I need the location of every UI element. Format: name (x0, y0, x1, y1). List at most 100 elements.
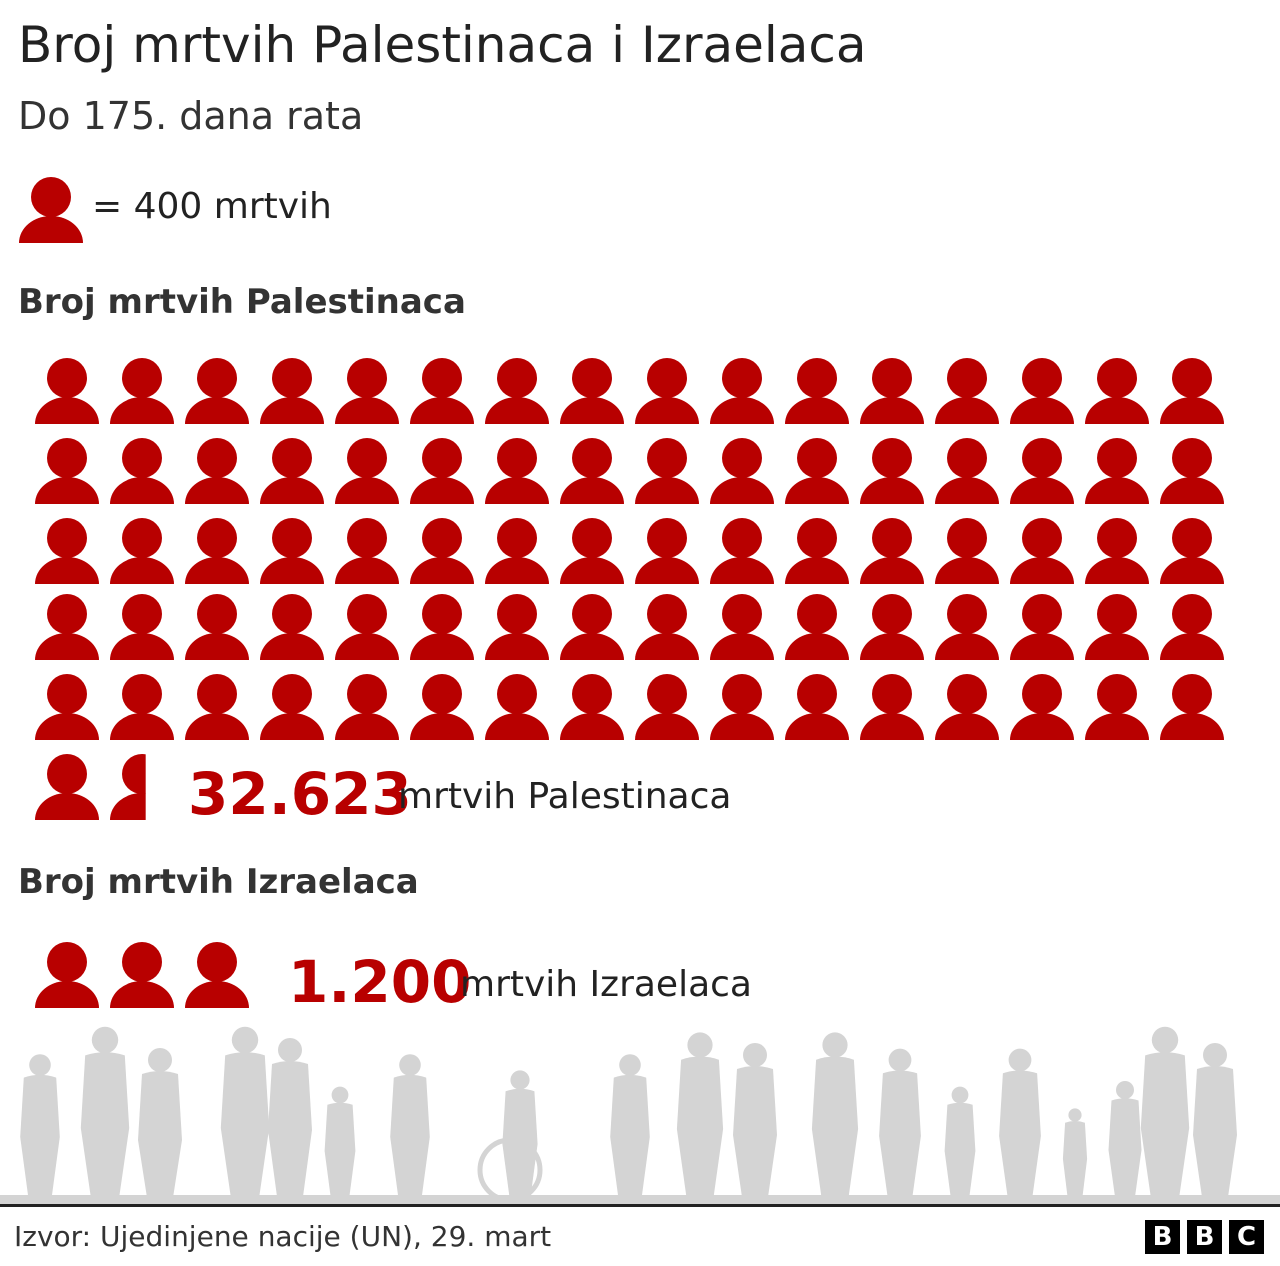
palestinian-person-icon (335, 594, 399, 660)
palestinian-person-icon (335, 674, 399, 740)
palestinian-person-icon (785, 358, 849, 424)
palestinian-person-icon (1085, 438, 1149, 504)
palestinian-person-icon (710, 518, 774, 584)
palestinian-person-icon (560, 438, 624, 504)
palestinian-person-icon (35, 754, 99, 820)
palestinian-person-icon (110, 358, 174, 424)
palestinian-person-icon (860, 674, 924, 740)
palestinians-label: mrtvih Palestinaca (398, 776, 732, 817)
palestinian-person-icon (485, 674, 549, 740)
legend-text: = 400 mrtvih (92, 186, 332, 227)
bbc-logo-letter: B (1145, 1220, 1180, 1254)
palestinian-person-icon (410, 358, 474, 424)
palestinian-person-icon (185, 518, 249, 584)
crowd-silhouette-illustration (0, 1026, 1280, 1204)
palestinian-person-icon (710, 594, 774, 660)
palestinian-person-icon (335, 438, 399, 504)
palestinian-person-icon (1160, 594, 1224, 660)
palestinian-person-icon (110, 594, 174, 660)
palestinian-person-icon (185, 674, 249, 740)
palestinian-person-icon (410, 674, 474, 740)
palestinian-person-icon (785, 518, 849, 584)
israelis-heading: Broj mrtvih Izraelaca (18, 862, 419, 902)
palestinian-person-icon (260, 438, 324, 504)
palestinian-person-icon (860, 594, 924, 660)
palestinian-person-icon (860, 518, 924, 584)
palestinian-person-icon (560, 518, 624, 584)
palestinian-person-icon (110, 754, 146, 820)
palestinian-person-icon (185, 438, 249, 504)
palestinian-person-icon (935, 518, 999, 584)
palestinian-person-icon (260, 674, 324, 740)
palestinian-person-icon (560, 358, 624, 424)
palestinian-person-icon (185, 594, 249, 660)
palestinian-person-icon (785, 594, 849, 660)
palestinian-person-icon (260, 594, 324, 660)
palestinian-person-icon (110, 518, 174, 584)
palestinian-person-icon (1085, 358, 1149, 424)
palestinian-person-icon (935, 438, 999, 504)
palestinian-person-icon (1010, 358, 1074, 424)
palestinian-person-icon (560, 674, 624, 740)
source-text: Izvor: Ujedinjene nacije (UN), 29. mart (14, 1220, 552, 1253)
palestinian-person-icon (410, 438, 474, 504)
palestinian-person-icon (485, 594, 549, 660)
palestinian-person-icon (635, 438, 699, 504)
palestinian-person-icon (35, 438, 99, 504)
israeli-person-icon (110, 942, 174, 1008)
palestinian-person-icon (1160, 674, 1224, 740)
palestinian-person-icon (935, 358, 999, 424)
palestinian-person-icon (635, 518, 699, 584)
palestinian-person-icon (35, 358, 99, 424)
palestinian-person-icon (1010, 518, 1074, 584)
bbc-logo-letter: B (1187, 1220, 1222, 1254)
palestinian-person-icon (1085, 674, 1149, 740)
bbc-logo-letter: C (1229, 1220, 1264, 1254)
palestinian-person-icon (1010, 674, 1074, 740)
palestinian-person-icon (560, 594, 624, 660)
palestinian-person-icon (635, 358, 699, 424)
palestinian-person-icon (1010, 594, 1074, 660)
israelis-label: mrtvih Izraelaca (460, 964, 752, 1005)
palestinians-total: 32.623 (188, 760, 412, 828)
palestinian-person-icon (35, 518, 99, 584)
palestinian-person-icon (710, 674, 774, 740)
palestinian-person-icon (410, 594, 474, 660)
palestinians-heading: Broj mrtvih Palestinaca (18, 282, 466, 322)
bbc-logo: B B C (1145, 1220, 1264, 1254)
palestinian-person-icon (35, 594, 99, 660)
legend-person-icon (19, 177, 83, 243)
palestinian-person-icon (485, 358, 549, 424)
palestinian-person-icon (1085, 594, 1149, 660)
palestinian-person-icon (1010, 438, 1074, 504)
palestinian-person-icon (110, 674, 174, 740)
chart-subtitle: Do 175. dana rata (18, 94, 364, 138)
palestinian-person-icon (710, 358, 774, 424)
palestinian-person-icon (860, 438, 924, 504)
palestinian-person-icon (260, 518, 324, 584)
palestinian-person-icon (1085, 518, 1149, 584)
israelis-total: 1.200 (288, 948, 472, 1016)
israeli-person-icon (185, 942, 249, 1008)
palestinian-person-icon (110, 438, 174, 504)
chart-title: Broj mrtvih Palestinaca i Izraelaca (18, 16, 867, 74)
palestinian-person-icon (935, 674, 999, 740)
palestinian-person-icon (860, 358, 924, 424)
palestinian-person-icon (410, 518, 474, 584)
palestinian-person-icon (35, 674, 99, 740)
palestinian-person-icon (185, 358, 249, 424)
palestinian-person-icon (635, 594, 699, 660)
palestinian-person-icon (485, 518, 549, 584)
palestinian-person-icon (335, 358, 399, 424)
palestinian-person-icon (1160, 358, 1224, 424)
palestinian-person-icon (635, 674, 699, 740)
israeli-person-icon (35, 942, 99, 1008)
palestinian-person-icon (335, 518, 399, 584)
palestinian-person-icon (785, 674, 849, 740)
palestinian-person-icon (485, 438, 549, 504)
palestinian-person-icon (710, 438, 774, 504)
palestinian-person-icon (260, 358, 324, 424)
footer-divider (0, 1204, 1280, 1207)
palestinian-person-icon (935, 594, 999, 660)
